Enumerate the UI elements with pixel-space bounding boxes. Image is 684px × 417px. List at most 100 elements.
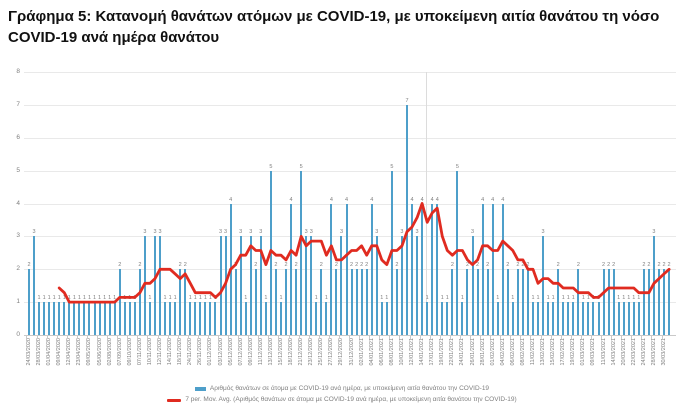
bar-value-label: 2 (118, 262, 122, 269)
bar-value-label: 3 (652, 229, 656, 236)
bar-column (53, 302, 56, 335)
bar-value-label: 1 (385, 295, 389, 302)
bar-column (375, 236, 378, 335)
bar-column (506, 269, 509, 335)
x-axis-tick (590, 336, 592, 339)
bar-column (607, 269, 610, 335)
bar-column (325, 302, 328, 335)
bar-value-label: 1 (440, 295, 444, 302)
bar-column (406, 104, 408, 335)
bar-value-label: 2 (350, 262, 354, 269)
gridline (24, 137, 676, 139)
x-axis-tick (268, 336, 270, 339)
bar-series-swatch (194, 387, 206, 391)
bar-column (511, 302, 514, 335)
gridline (24, 203, 676, 205)
bar-value-label: 2 (476, 262, 480, 269)
bar-column (516, 269, 519, 335)
gridline (24, 170, 676, 172)
x-axis-tick (449, 336, 451, 339)
bar-column (330, 203, 333, 335)
bar-column (612, 269, 615, 335)
x-axis-tick (218, 336, 219, 339)
bar-column (295, 269, 298, 335)
bar-column (451, 269, 454, 335)
legend: Αριθμός θανάτων σε άτομα με COVID-19 ανά… (0, 385, 684, 404)
x-axis-tick (117, 336, 119, 339)
bar-column (431, 203, 434, 335)
bar-value-label: 1 (57, 295, 61, 302)
bar-column (577, 269, 580, 335)
bar-value-label: 1 (163, 295, 167, 302)
bar-column (274, 269, 277, 335)
bar-value-label: 1 (496, 295, 500, 302)
bar-column (532, 302, 534, 335)
x-axis-tick (520, 336, 522, 339)
x-axis-tick (611, 336, 613, 339)
bar-column (486, 269, 489, 335)
bar-column (647, 269, 650, 335)
bar-column (103, 302, 106, 335)
bar-value-label: 1 (82, 295, 86, 302)
bar-value-label: 3 (375, 229, 379, 236)
x-axis-tick (510, 336, 512, 339)
bar-value-label: 3 (224, 229, 228, 236)
x-axis-tick (661, 336, 663, 339)
bar-value-label: 7 (405, 97, 409, 104)
bar-column (476, 269, 479, 335)
bar-column (234, 269, 237, 335)
bar-value-label: 1 (425, 295, 429, 302)
x-axis-tick (258, 336, 260, 339)
bar-column (380, 302, 383, 335)
bar-column (28, 269, 30, 335)
bar-column (280, 302, 282, 335)
x-axis-tick (560, 336, 562, 339)
bar-column (88, 302, 91, 335)
bar-column (542, 236, 545, 335)
bar-value-label: 4 (229, 196, 233, 203)
bar-column (33, 236, 36, 335)
bar-column (174, 302, 177, 335)
bar-column (587, 302, 590, 335)
bar-value-label: 2 (284, 262, 288, 269)
bar-value-label: 5 (299, 163, 303, 170)
bar-column (184, 269, 187, 335)
bar-column (521, 269, 524, 335)
bar-value-label: 1 (193, 295, 197, 302)
bar-value-label: 2 (612, 262, 616, 269)
bar-value-label: 1 (113, 295, 117, 302)
bar-value-label: 1 (188, 295, 192, 302)
bar-column (446, 302, 449, 335)
bar-value-label: 1 (52, 295, 56, 302)
bar-value-label: 3 (339, 229, 343, 236)
x-axis-tick (147, 336, 149, 339)
bar-column (501, 203, 504, 335)
x-axis-tick (429, 336, 431, 339)
bar-value-label: 1 (314, 295, 318, 302)
bar-value-label: 1 (148, 295, 152, 302)
x-axis-tick (197, 336, 199, 339)
bar-value-label: 1 (42, 295, 46, 302)
x-axis-tick (389, 336, 391, 339)
gridline (24, 269, 676, 271)
bar-value-label: 3 (259, 229, 263, 236)
x-axis-tick (409, 336, 411, 339)
bar-value-label: 1 (561, 295, 565, 302)
bar-column (68, 302, 71, 335)
bar-column (108, 302, 111, 335)
bar-column (123, 302, 126, 335)
bar-value-label: 2 (602, 262, 606, 269)
bar-value-label: 1 (103, 295, 107, 302)
bar-value-label: 3 (415, 229, 419, 236)
x-axis-tick (651, 336, 653, 339)
x-axis-tick (298, 336, 300, 339)
bar-value-label: 1 (586, 295, 590, 302)
bar-column (254, 269, 257, 335)
bar-column (637, 302, 640, 335)
bar-column (411, 203, 414, 335)
x-axis-tick (641, 336, 643, 339)
bar-column (43, 302, 46, 335)
bar-value-label: 1 (203, 295, 207, 302)
bar-column (385, 302, 388, 335)
